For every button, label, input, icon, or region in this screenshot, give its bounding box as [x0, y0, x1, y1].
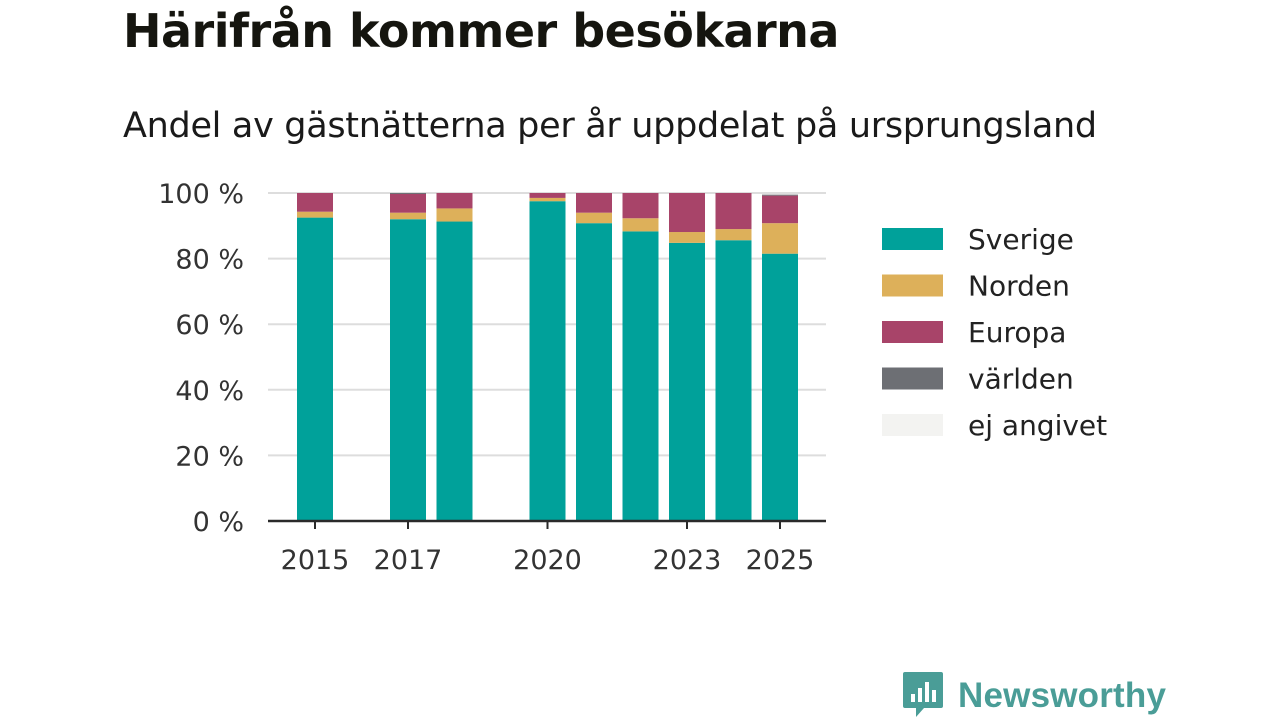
bar-segment — [390, 193, 426, 194]
x-tick-label: 2020 — [513, 545, 582, 576]
bar-segment — [436, 193, 473, 209]
bar-segment — [436, 221, 473, 521]
bar-segment — [436, 208, 473, 222]
legend-label: Norden — [968, 270, 1070, 303]
bar-segment — [762, 223, 798, 254]
bar-segment — [576, 223, 612, 521]
bar-segment — [762, 253, 798, 521]
newsworthy-logo: Newsworthy — [902, 670, 1166, 722]
x-tick-label: 2025 — [746, 545, 815, 576]
bar-segment — [390, 219, 426, 522]
legend-swatch — [882, 367, 943, 390]
legend-label: Sverige — [968, 223, 1074, 256]
legend-swatch — [882, 228, 943, 250]
y-tick-label: 20 % — [175, 441, 244, 472]
chart-title: Härifrån kommer besökarna — [123, 4, 839, 58]
bar-segment — [622, 218, 659, 232]
x-tick-label: 2017 — [374, 545, 443, 576]
legend-swatch — [882, 414, 943, 436]
bar-segment — [622, 193, 659, 219]
bar-segment — [669, 242, 705, 521]
brand-name: Newsworthy — [958, 676, 1167, 715]
y-tick-label: 100 % — [158, 179, 244, 210]
bar-segment — [390, 193, 426, 213]
x-tick-label: 2023 — [653, 545, 722, 576]
bar-segment — [529, 193, 566, 198]
bar-segment — [622, 231, 659, 521]
bar-segment — [715, 229, 752, 241]
bar-segment — [576, 212, 612, 224]
legend-label: Europa — [968, 316, 1066, 349]
y-tick-label: 0 % — [193, 507, 244, 538]
legend-swatch — [882, 274, 943, 297]
bar-segment — [669, 232, 705, 243]
bar-segment — [529, 197, 566, 202]
bar-segment — [715, 240, 752, 521]
y-tick-label: 40 % — [175, 376, 244, 407]
bar-segment — [762, 195, 798, 224]
bar-segment — [669, 193, 705, 233]
legend-swatch — [882, 321, 943, 343]
bar-segment — [529, 201, 566, 521]
chart-bubble-icon — [902, 670, 944, 722]
bar-segment — [297, 193, 333, 212]
legend-label: världen — [968, 363, 1074, 396]
bar-segment — [715, 193, 752, 230]
y-tick-label: 60 % — [175, 310, 244, 341]
y-tick-label: 80 % — [175, 245, 244, 276]
x-tick-label: 2015 — [281, 545, 350, 576]
bar-segment — [297, 217, 333, 521]
bar-segment — [762, 194, 798, 196]
bar-segment — [297, 211, 333, 218]
bar-segment — [576, 193, 612, 213]
bar-segment — [390, 212, 426, 220]
chart-subtitle: Andel av gästnätterna per år uppdelat på… — [123, 106, 1097, 146]
legend-label: ej angivet — [968, 409, 1107, 442]
